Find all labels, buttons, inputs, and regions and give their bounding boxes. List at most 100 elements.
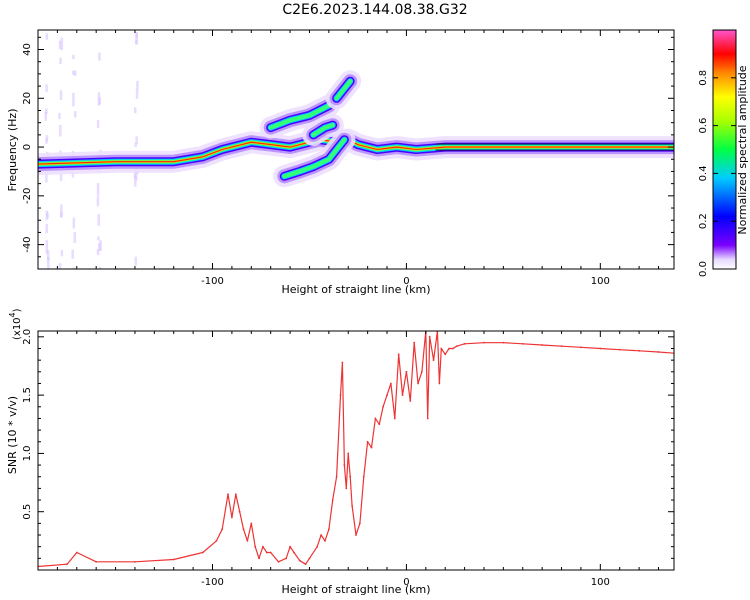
snr-point [242, 528, 245, 531]
noise-speck [73, 70, 77, 76]
noise-speck [46, 250, 50, 261]
snr-point [463, 342, 466, 345]
noise-speck [71, 70, 75, 75]
spectral-ridge [273, 128, 356, 188]
snr-point [285, 557, 288, 560]
noise-speck [71, 249, 74, 259]
colorbar-tick-label: 0.8 [698, 70, 709, 86]
snr-point [349, 475, 352, 478]
spectrogram-y-axis-label: Frequency (Hz) [6, 109, 19, 192]
snr-point [521, 342, 524, 345]
noise-speck [97, 236, 100, 241]
snr-point [448, 347, 450, 350]
noise-speck [134, 256, 138, 266]
multiplier-text: (x10 [12, 317, 23, 340]
snr-series-line [38, 331, 674, 568]
snr-point [345, 487, 348, 490]
svg-text:(x104): (x104) [8, 308, 23, 340]
noise-speck [74, 111, 77, 118]
snr-point [355, 534, 357, 536]
noise-speck [58, 40, 62, 50]
snr-point [393, 417, 396, 420]
snr-point [250, 522, 253, 525]
snr-point [580, 346, 582, 349]
spectrogram-y-tick-label: -20 [22, 188, 33, 204]
noise-speck [45, 138, 48, 144]
noise-speck [135, 136, 138, 145]
ridge-layer [334, 79, 353, 101]
noise-speck [96, 196, 100, 207]
noise-speck [58, 263, 62, 269]
noise-speck [98, 97, 102, 105]
snr-point [231, 516, 233, 519]
snr-point [75, 551, 78, 554]
snr-point [351, 504, 354, 507]
noise-speck [45, 84, 48, 92]
noise-speck [73, 232, 77, 244]
spectral-ridge [302, 114, 344, 146]
ridge-layer [38, 139, 674, 165]
colorbar-tick-label: 0.4 [698, 165, 709, 181]
snr-point [298, 559, 301, 562]
snr-point [343, 464, 346, 466]
snr-point [390, 382, 392, 385]
chart-title: C2E6.2023.144.08.38.G32 [282, 2, 468, 18]
noise-speck [59, 170, 63, 181]
noise-speck [134, 39, 138, 45]
noise-speck [60, 249, 64, 257]
snr-point [308, 557, 311, 560]
noise-speck [45, 223, 49, 234]
snr-point [331, 499, 334, 501]
noise-speck [45, 170, 48, 183]
snr-y-tick-label: 2.0 [22, 329, 33, 345]
noise-speck [97, 213, 100, 226]
colorbar-tick-label: 0.0 [698, 261, 709, 277]
spectrogram-frame [37, 29, 675, 270]
snr-point [172, 558, 175, 561]
snr-point [335, 475, 338, 478]
snr-point [382, 405, 385, 408]
snr-point [258, 557, 260, 560]
spectral-ridge [325, 70, 362, 110]
snr-point [227, 493, 229, 496]
ridge-layer [311, 123, 335, 137]
spectrogram-y-tick-label: 40 [22, 43, 33, 56]
noise-speck [134, 142, 137, 148]
snr-point [201, 551, 204, 554]
snr-point [277, 560, 280, 563]
colorbar-gradient [712, 29, 737, 270]
snr-point [293, 551, 295, 554]
snr-point [413, 341, 416, 344]
spectrogram-panel: -100 0 100 40 20 0 -20 -40 Height of straight … [6, 29, 675, 296]
snr-point [455, 345, 458, 348]
noise-speck [45, 240, 49, 254]
snr-x-tick-label: 100 [591, 577, 610, 588]
spectrogram-y-tick-label: -40 [22, 236, 33, 252]
spectrogram-x-axis-label: Height of straight line (km) [281, 283, 430, 296]
snr-point [327, 528, 330, 531]
noise-speck [96, 183, 100, 196]
noise-speck [45, 33, 49, 40]
noise-speck [58, 112, 61, 120]
noise-speck [45, 135, 49, 141]
snr-panel: -100 0 100 0.5 1.0 1.5 2.0 Height of straight… [6, 308, 675, 596]
snr-point [339, 394, 342, 397]
multiplier-exponent: 4 [8, 312, 17, 317]
snr-multiplier: (x104) [8, 308, 23, 340]
snr-point [320, 534, 322, 536]
snr-point [657, 351, 660, 353]
noise-speck [135, 89, 139, 99]
noise-speck [72, 92, 75, 107]
colorbar-tick-label: 0.6 [698, 118, 709, 134]
noise-speck [59, 57, 62, 65]
snr-frame [37, 330, 675, 571]
noise-speck [59, 124, 62, 137]
noise-speck [136, 80, 139, 91]
noise-speck [72, 267, 75, 269]
snr-point [378, 423, 381, 426]
noise-speck [99, 240, 102, 251]
colorbar-tick-label: 0.2 [698, 213, 709, 229]
snr-point [405, 370, 408, 373]
snr-point [362, 475, 365, 478]
snr-point [341, 361, 344, 364]
